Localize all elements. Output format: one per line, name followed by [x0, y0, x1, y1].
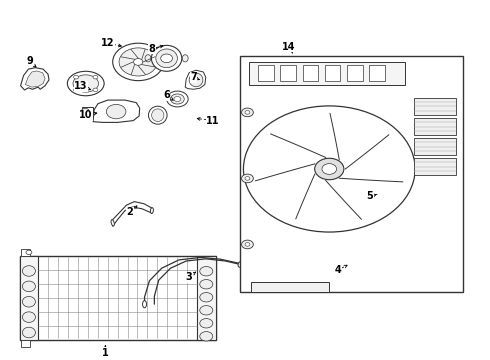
Circle shape: [134, 59, 143, 65]
Ellipse shape: [182, 55, 188, 62]
Ellipse shape: [200, 306, 213, 315]
Text: 7: 7: [190, 72, 197, 82]
Text: 5: 5: [367, 191, 373, 201]
Ellipse shape: [369, 193, 385, 199]
Ellipse shape: [23, 281, 35, 292]
FancyBboxPatch shape: [414, 158, 456, 175]
Text: 2: 2: [126, 207, 133, 217]
Text: 6: 6: [163, 90, 170, 100]
Circle shape: [315, 158, 344, 180]
Ellipse shape: [23, 266, 35, 276]
Text: 8: 8: [148, 44, 155, 54]
Circle shape: [74, 75, 78, 79]
Polygon shape: [185, 70, 206, 89]
Ellipse shape: [189, 73, 203, 87]
Text: 13: 13: [74, 81, 88, 91]
Ellipse shape: [200, 319, 213, 328]
Ellipse shape: [148, 106, 167, 124]
Circle shape: [242, 108, 253, 117]
Ellipse shape: [151, 45, 182, 71]
Circle shape: [81, 108, 89, 114]
FancyBboxPatch shape: [82, 107, 93, 115]
Circle shape: [93, 88, 98, 92]
Ellipse shape: [73, 75, 98, 92]
Ellipse shape: [111, 220, 114, 226]
FancyBboxPatch shape: [251, 282, 329, 292]
FancyBboxPatch shape: [414, 138, 456, 155]
Circle shape: [167, 91, 188, 107]
Ellipse shape: [145, 55, 151, 62]
FancyBboxPatch shape: [197, 256, 216, 340]
Polygon shape: [341, 239, 404, 281]
Circle shape: [242, 174, 253, 183]
Text: 12: 12: [101, 38, 115, 48]
Circle shape: [331, 267, 340, 274]
Circle shape: [161, 54, 172, 63]
FancyBboxPatch shape: [258, 65, 273, 81]
Circle shape: [119, 48, 157, 76]
Ellipse shape: [200, 332, 213, 341]
Circle shape: [245, 177, 250, 180]
Circle shape: [242, 240, 253, 249]
FancyBboxPatch shape: [369, 65, 385, 81]
FancyBboxPatch shape: [414, 98, 456, 115]
FancyBboxPatch shape: [352, 224, 384, 230]
Text: 14: 14: [282, 42, 296, 52]
FancyBboxPatch shape: [22, 340, 30, 347]
Ellipse shape: [23, 296, 35, 307]
Text: 10: 10: [79, 110, 93, 120]
Circle shape: [244, 106, 415, 232]
Text: 11: 11: [206, 116, 220, 126]
Ellipse shape: [67, 71, 104, 96]
Circle shape: [174, 96, 181, 102]
Ellipse shape: [143, 301, 147, 308]
Circle shape: [245, 243, 250, 246]
Ellipse shape: [156, 49, 177, 68]
Ellipse shape: [23, 327, 35, 338]
Circle shape: [26, 250, 32, 255]
FancyBboxPatch shape: [22, 249, 30, 256]
Text: 9: 9: [26, 56, 33, 66]
FancyBboxPatch shape: [325, 65, 341, 81]
Polygon shape: [93, 100, 140, 122]
FancyBboxPatch shape: [20, 256, 216, 340]
FancyBboxPatch shape: [280, 65, 296, 81]
Circle shape: [74, 88, 78, 92]
Ellipse shape: [150, 208, 153, 213]
Ellipse shape: [200, 266, 213, 276]
FancyBboxPatch shape: [240, 56, 463, 292]
FancyBboxPatch shape: [347, 65, 363, 81]
Ellipse shape: [366, 192, 389, 201]
FancyBboxPatch shape: [20, 256, 38, 340]
Ellipse shape: [200, 279, 213, 289]
Circle shape: [171, 94, 184, 104]
FancyBboxPatch shape: [356, 230, 379, 239]
FancyBboxPatch shape: [249, 62, 405, 85]
Ellipse shape: [152, 109, 164, 122]
Circle shape: [322, 164, 337, 174]
Ellipse shape: [200, 293, 213, 302]
Ellipse shape: [23, 312, 35, 323]
Ellipse shape: [238, 262, 242, 267]
Text: 3: 3: [185, 272, 192, 282]
Text: 4: 4: [335, 265, 342, 275]
FancyBboxPatch shape: [302, 65, 318, 81]
Polygon shape: [21, 68, 49, 90]
FancyBboxPatch shape: [414, 118, 456, 135]
FancyBboxPatch shape: [330, 266, 341, 275]
Text: 1: 1: [102, 348, 109, 358]
Circle shape: [113, 43, 164, 81]
Circle shape: [106, 104, 126, 119]
Circle shape: [93, 75, 98, 79]
Circle shape: [245, 111, 250, 114]
FancyBboxPatch shape: [371, 196, 383, 205]
Polygon shape: [25, 71, 45, 87]
